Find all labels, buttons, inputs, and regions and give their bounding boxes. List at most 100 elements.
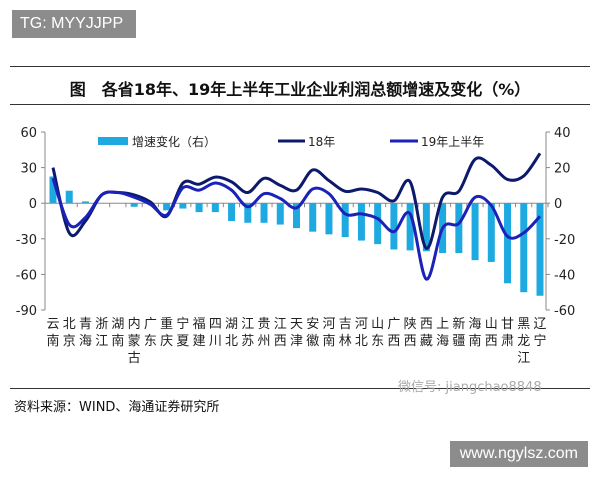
right-tick-label: 0 [554,197,562,212]
right-tick-label: 40 [554,126,571,141]
title-rule-top [10,66,590,67]
category-label: 苏 [241,333,254,349]
bar-北京 [65,190,73,204]
category-label: 山 [371,317,384,332]
category-label: 湖 [111,317,124,332]
category-label: 东 [144,334,157,349]
category-label: 陕 [404,317,417,332]
category-label: 福 [193,317,206,332]
bar-江苏 [244,203,252,223]
category-label: 南 [469,333,482,349]
category-label: 西 [274,334,287,349]
category-label: 江 [274,317,287,332]
category-label: 江 [517,351,530,366]
line-18年 [51,152,542,250]
url-watermark: www.ngylsz.com [449,441,588,467]
bar-西藏 [422,203,430,252]
category-label: 古 [128,351,141,366]
bar-黑龙江 [520,203,528,293]
bar-广西 [390,203,398,250]
bar-云南 [49,176,57,204]
category-label: 藏 [420,334,433,349]
legend-label: 增速变化（右） [132,134,216,149]
bar-山西 [487,203,495,262]
legend-label: 18年 [308,135,335,149]
category-label: 浙 [95,317,108,332]
bar-重庆 [163,203,171,211]
category-label: 天 [290,317,303,332]
category-label: 海 [436,334,449,349]
category-label: 重 [160,316,173,332]
category-label: 蒙 [128,334,141,349]
category-label: 云 [46,317,59,332]
right-tick-label: 20 [554,162,571,177]
category-label: 海 [79,334,92,349]
left-tick-label: -60 [16,268,37,283]
category-label: 川 [209,334,222,349]
wechat-watermark: 微信号: jiangchao8848 [398,380,542,395]
bar-安徽 [309,203,317,232]
category-label: 疆 [452,334,465,349]
category-label: 青 [79,317,92,332]
category-label: 南 [46,333,59,349]
legend-label: 19年上半年 [421,135,484,149]
top-watermark: TG: MYYJJPP [12,10,136,38]
right-tick-label: -20 [554,233,575,248]
bar-河北 [357,203,365,241]
category-label: 西 [485,334,498,349]
category-label: 南 [322,333,335,349]
category-label: 东 [371,334,384,349]
bar-河南 [325,203,333,235]
category-label: 建 [193,334,206,349]
bar-新疆 [455,203,463,254]
chart-title: 图 各省18年、19年上半年工业企业利润总额增速及变化（%） [69,80,531,99]
category-label: 江 [95,334,108,349]
category-label: 南 [111,333,124,349]
left-tick-label: 0 [29,197,37,212]
title-rule-bottom [10,104,590,105]
bar-甘肃 [504,203,512,284]
left-tick-label: -30 [16,233,37,248]
category-label: 四 [209,317,222,332]
legend-swatch-bar [98,137,128,145]
left-tick-label: 30 [20,162,37,177]
category-label: 广 [387,317,400,332]
bar-青海 [81,201,89,204]
category-label: 宁 [533,333,546,349]
bar-海南 [471,203,479,261]
source-text: 资料来源：WIND、海通证券研究所 [14,400,220,415]
bar-四川 [211,203,219,213]
category-label: 北 [63,317,76,332]
bar-内蒙古 [130,203,138,207]
bar-天津 [293,203,300,229]
category-label: 黑 [517,317,530,332]
category-label: 吉 [339,317,352,332]
bar-湖北 [228,203,236,221]
category-label: 州 [258,334,271,349]
bar-陕西 [406,203,414,251]
line-19年上半年 [51,177,542,281]
category-label: 海 [469,317,482,332]
category-label: 龙 [517,334,530,349]
right-tick-label: -60 [554,304,575,319]
category-label: 广 [144,317,157,332]
source-rule [10,388,590,389]
bar-江西 [276,203,284,225]
category-label: 山 [485,317,498,332]
category-label: 贵 [258,317,271,332]
category-label: 河 [322,317,335,332]
category-label: 庆 [160,334,173,349]
category-label: 徽 [306,334,319,349]
category-label: 京 [63,334,76,349]
left-tick-label: -90 [16,304,37,319]
bar-宁夏 [179,203,187,209]
category-label: 林 [339,334,352,349]
category-label: 北 [225,334,238,349]
category-label: 肃 [501,334,514,349]
bar-贵州 [260,203,268,223]
category-label: 安 [306,317,319,332]
category-label: 西 [387,334,400,349]
category-label: 上 [436,317,449,332]
left-tick-label: 60 [20,126,37,141]
